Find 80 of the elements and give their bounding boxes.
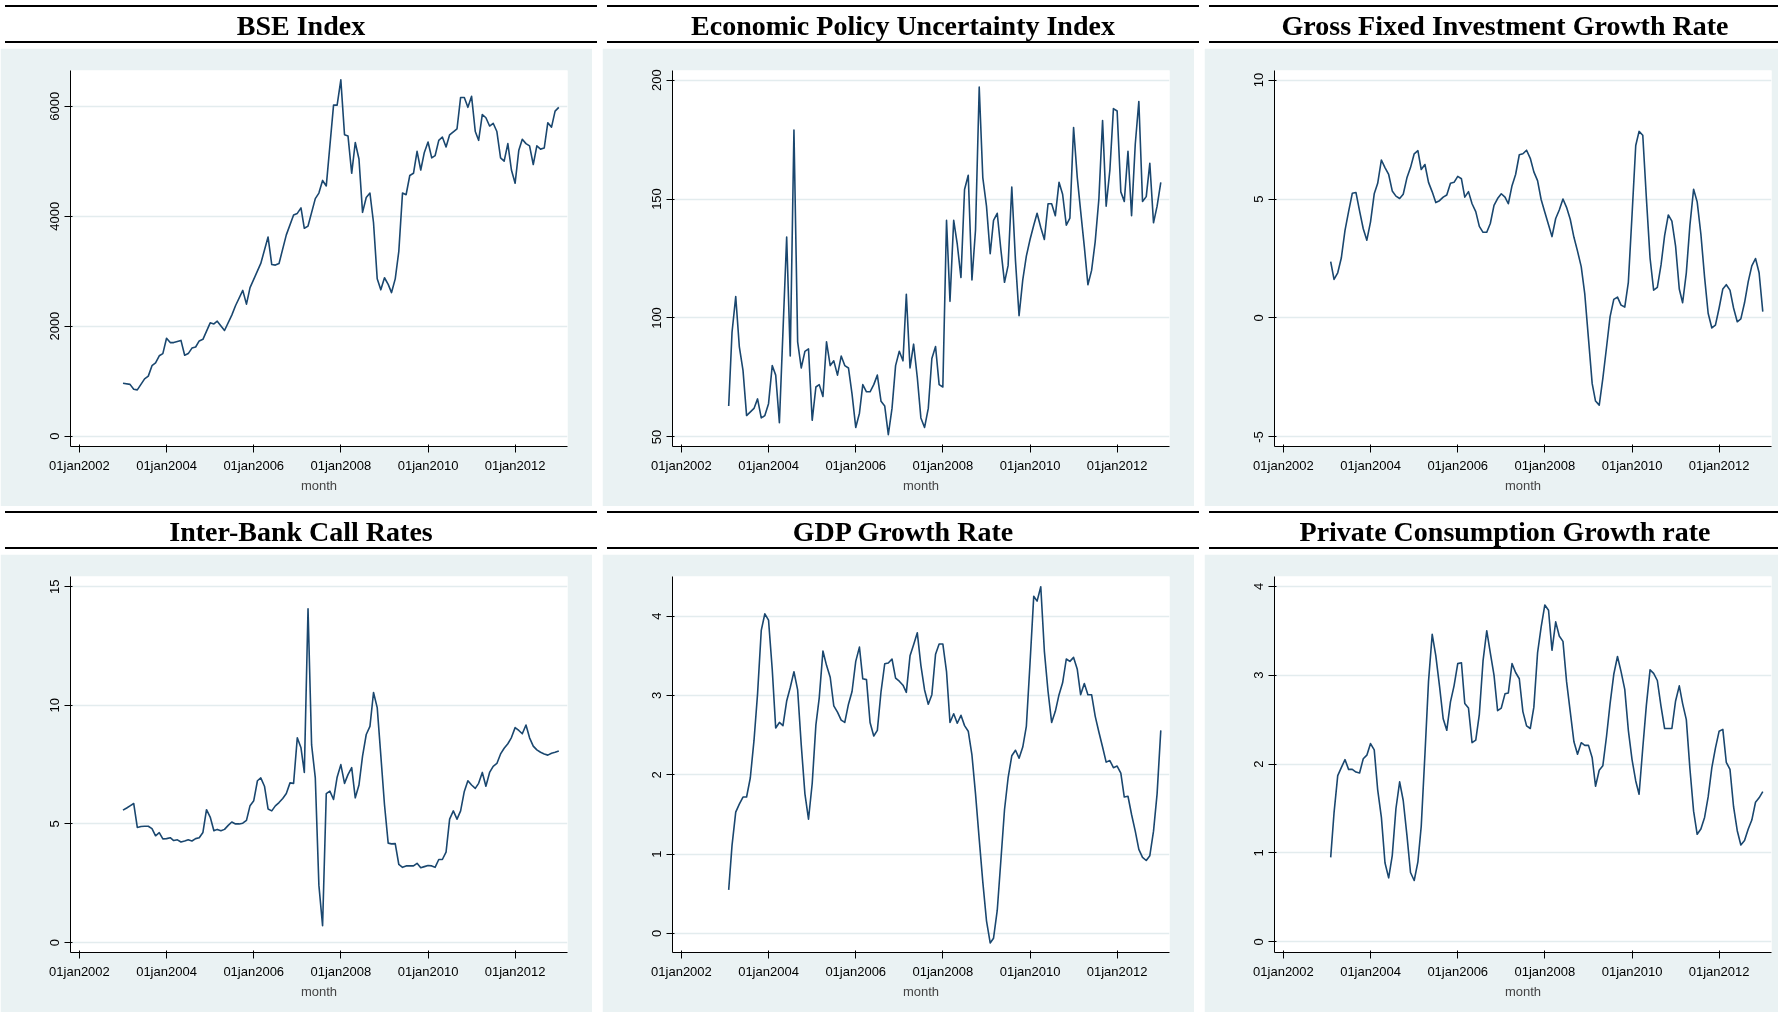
x-tick-label: 01jan2010 (397, 457, 459, 473)
y-tick-label: -5 (1251, 431, 1267, 443)
x-tick-label: 01jan2002 (49, 457, 110, 473)
x-tick-label: 01jan2004 (1340, 963, 1401, 979)
x-tick-label: 01jan2002 (1253, 963, 1314, 979)
x-tick-label: 01jan2012 (1086, 457, 1148, 473)
x-tick-label: 01jan2012 (1688, 963, 1750, 979)
line-series (122, 607, 560, 927)
x-axis-title: month (300, 477, 338, 493)
chart-title: Inter-Bank Call Rates (5, 511, 597, 549)
chart-title: BSE Index (5, 5, 597, 43)
x-tick-label: 01jan2010 (999, 457, 1061, 473)
x-tick-label: 01jan2008 (310, 963, 372, 979)
y-tick-label: 0 (47, 938, 63, 947)
x-tick-label: 01jan2002 (1253, 457, 1314, 473)
line-series (1329, 130, 1764, 406)
x-tick-label: 01jan2004 (738, 963, 799, 979)
y-tick-label: 3 (1251, 671, 1267, 679)
x-tick-label: 01jan2002 (651, 963, 712, 979)
x-tick-label: 01jan2008 (1514, 963, 1576, 979)
y-tick-label: 15 (47, 579, 63, 594)
chart-title: Economic Policy Uncertainty Index (607, 5, 1199, 43)
x-tick-label: 01jan2012 (484, 457, 546, 473)
y-tick-label: 50 (649, 429, 665, 445)
x-tick-label: 01jan2006 (223, 457, 285, 473)
x-axis-title: month (902, 477, 940, 493)
x-tick-label: 01jan2008 (310, 457, 372, 473)
y-tick-label: 4 (1251, 582, 1267, 590)
y-tick-label: 4000 (47, 201, 63, 231)
x-axis-title: month (902, 983, 940, 999)
y-tick-label: 100 (649, 307, 665, 329)
line-series (727, 586, 1162, 944)
y-tick-label: 2000 (47, 311, 63, 341)
y-tick-label: 0 (1251, 314, 1267, 322)
y-tick-label: 10 (47, 698, 63, 713)
y-tick-label: 0 (649, 929, 665, 938)
y-tick-label: 150 (649, 188, 665, 210)
x-tick-label: 01jan2004 (136, 457, 197, 473)
y-tick-label: 0 (1251, 938, 1267, 946)
x-tick-label: 01jan2010 (999, 963, 1061, 979)
y-tick-label: 2 (1251, 760, 1267, 768)
x-tick-label: 01jan2006 (1427, 963, 1489, 979)
x-axis-title: month (300, 983, 338, 999)
x-tick-label: 01jan2012 (1086, 963, 1148, 979)
x-axis-title: month (1504, 477, 1542, 493)
x-tick-label: 01jan2006 (223, 963, 285, 979)
x-tick-label: 01jan2002 (651, 457, 712, 473)
chart-title: GDP Growth Rate (607, 511, 1199, 549)
x-tick-label: 01jan2008 (912, 963, 974, 979)
x-tick-label: 01jan2006 (825, 457, 887, 473)
x-tick-label: 01jan2006 (825, 963, 887, 979)
x-tick-label: 01jan2002 (49, 963, 110, 979)
x-tick-label: 01jan2006 (1427, 457, 1489, 473)
y-tick-label: 2 (649, 771, 665, 779)
line-series (1329, 604, 1764, 882)
y-tick-label: 6000 (47, 91, 63, 121)
chart-title: Gross Fixed Investment Growth Rate (1209, 5, 1778, 43)
x-tick-label: 01jan2008 (1514, 457, 1576, 473)
x-tick-label: 01jan2010 (397, 963, 459, 979)
y-tick-label: 3 (649, 691, 665, 700)
x-tick-label: 01jan2010 (1601, 963, 1663, 979)
x-tick-label: 01jan2010 (1601, 457, 1663, 473)
x-tick-label: 01jan2004 (738, 457, 799, 473)
line-series (122, 79, 560, 391)
x-tick-label: 01jan2012 (484, 963, 546, 979)
x-tick-label: 01jan2012 (1688, 457, 1750, 473)
y-tick-label: 10 (1251, 72, 1267, 88)
y-tick-label: 5 (1251, 195, 1267, 203)
line-series (727, 86, 1162, 436)
chart-title: Private Consumption Growth rate (1209, 511, 1778, 549)
y-tick-label: 4 (649, 612, 665, 620)
y-tick-label: 0 (47, 432, 63, 440)
y-tick-label: 5 (47, 820, 63, 828)
y-tick-label: 200 (649, 69, 665, 91)
y-tick-label: 1 (649, 850, 665, 858)
y-tick-label: 1 (1251, 849, 1267, 857)
x-axis-title: month (1504, 983, 1542, 999)
x-tick-label: 01jan2004 (136, 963, 197, 979)
x-tick-label: 01jan2004 (1340, 457, 1401, 473)
x-tick-label: 01jan2008 (912, 457, 974, 473)
